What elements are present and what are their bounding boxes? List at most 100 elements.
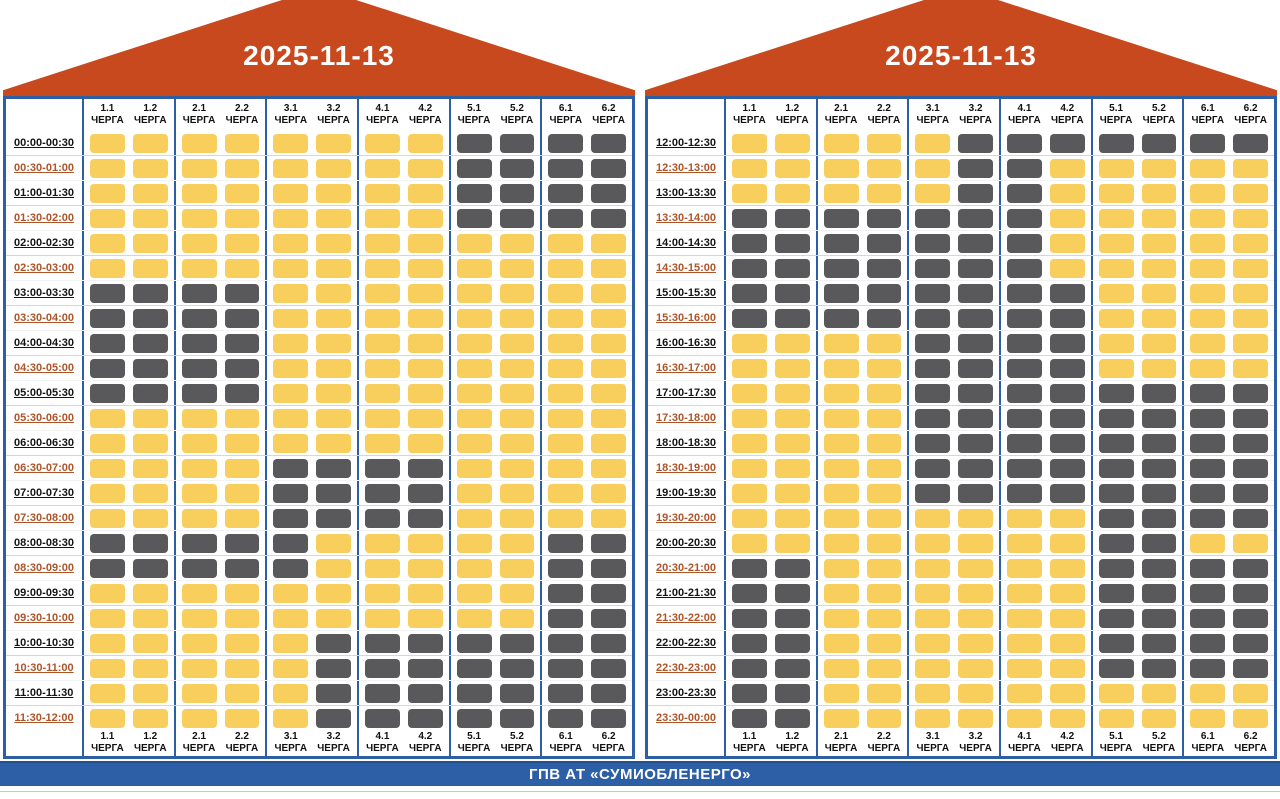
queue-group [999, 606, 1091, 630]
power-on-cell [823, 658, 859, 678]
power-on-cell [181, 233, 217, 253]
outage-cell [915, 308, 951, 328]
outage-cell [316, 683, 352, 703]
time-slot-label: 14:30-15:00 [656, 262, 716, 274]
queue-group-header: 2.1 ЧЕРГА 2.2 ЧЕРГА [173, 730, 266, 756]
outage-cell [1190, 433, 1226, 453]
power-on-cell [866, 483, 902, 503]
power-on-cell [365, 408, 400, 428]
power-on-cell [1190, 533, 1226, 553]
queue-group [907, 156, 999, 180]
queue-number: 2.2 [234, 730, 249, 742]
queue-group [448, 231, 541, 255]
queue-group [907, 431, 999, 455]
outage-cell [1141, 383, 1177, 403]
power-on-cell [224, 258, 260, 278]
time-slot-label: 17:30-18:00 [656, 412, 716, 424]
queue-word: ЧЕРГА [500, 743, 534, 754]
time-slot-label: 07:30-08:00 [14, 512, 74, 524]
queue-group [1182, 181, 1274, 205]
outage-cell [548, 608, 584, 628]
time-slot-label: 22:00-22:30 [656, 637, 716, 649]
queue-group [540, 481, 632, 505]
outage-cell [774, 558, 810, 578]
queue-group [724, 381, 816, 405]
outage-cell [958, 458, 994, 478]
queue-group [999, 431, 1091, 455]
queue-group [1090, 581, 1183, 605]
power-on-cell [548, 408, 584, 428]
queue-group-header: 3.1 ЧЕРГА 3.2 ЧЕРГА [907, 730, 999, 756]
queue-group [540, 181, 632, 205]
time-slot-label: 11:30-12:00 [14, 712, 74, 724]
schedule-row: 03:30-04:00 [6, 305, 632, 330]
queue-group [907, 531, 999, 555]
queue-group-header: 5.1 ЧЕРГА 5.2 ЧЕРГА [448, 730, 541, 756]
queue-header-label: 6.2 ЧЕРГА [1229, 730, 1272, 756]
queue-group [357, 381, 449, 405]
time-slot-label: 05:00-05:30 [14, 387, 74, 399]
queue-group [1182, 556, 1274, 580]
queue-group [1090, 556, 1183, 580]
schedule-row: 02:00-02:30 [6, 230, 632, 255]
queue-group [82, 406, 174, 430]
outage-cell [181, 333, 217, 353]
time-column-spacer [6, 99, 82, 131]
power-on-cell [90, 583, 125, 603]
power-on-cell [181, 633, 217, 653]
queue-group [815, 556, 908, 580]
queue-group [173, 431, 266, 455]
queue-word: ЧЕРГА [1191, 115, 1225, 126]
outage-cell [915, 483, 951, 503]
queue-group [907, 256, 999, 280]
queue-group [1090, 181, 1183, 205]
queue-group [815, 131, 908, 155]
outage-cell [90, 383, 125, 403]
outage-cell [407, 458, 443, 478]
outage-cell [273, 558, 309, 578]
power-on-cell [273, 708, 309, 728]
queue-group [1182, 256, 1274, 280]
power-on-cell [1098, 683, 1134, 703]
power-on-cell [90, 158, 125, 178]
schedule-row: 07:00-07:30 [6, 480, 632, 505]
time-slot-label: 09:30-10:00 [14, 612, 74, 624]
outage-cell [958, 233, 994, 253]
outage-cell [1049, 433, 1085, 453]
power-on-cell [732, 483, 767, 503]
outage-cell [407, 508, 443, 528]
schedule-row: 05:00-05:30 [6, 380, 632, 405]
outage-cell [774, 308, 810, 328]
power-on-cell [732, 458, 767, 478]
time-slot-label: 04:00-04:30 [14, 337, 74, 349]
queue-group [82, 306, 174, 330]
outage-cell [823, 283, 859, 303]
queue-group [82, 606, 174, 630]
outage-cell [591, 658, 627, 678]
outage-cell [732, 683, 767, 703]
outage-cell [591, 558, 627, 578]
power-on-cell [548, 258, 584, 278]
queue-header-label: 1.1 ЧЕРГА [728, 730, 771, 756]
power-on-cell [456, 583, 492, 603]
outage-cell [1233, 383, 1269, 403]
bottom-divider [0, 786, 1280, 792]
outage-cell [732, 608, 767, 628]
outage-cell [915, 358, 951, 378]
outage-cell [1007, 283, 1042, 303]
queue-group [1182, 356, 1274, 380]
power-on-cell [774, 358, 810, 378]
queue-header-label: 2.2 ЧЕРГА [863, 99, 906, 131]
queue-word: ЧЕРГА [182, 743, 216, 754]
footer-bar: ГПВ АТ «СУМИОБЛЕНЕРГО» [0, 761, 1280, 786]
schedule-row: 17:00-17:30 [648, 380, 1274, 405]
outage-cell [774, 583, 810, 603]
queue-header-label: 4.2 ЧЕРГА [1046, 730, 1089, 756]
outage-cell [1098, 508, 1134, 528]
queue-group [357, 331, 449, 355]
power-on-cell [407, 558, 443, 578]
queue-number: 5.2 [510, 730, 524, 742]
outage-cell [1190, 608, 1226, 628]
queue-word: ЧЕРГА [408, 743, 442, 754]
queue-group [1090, 381, 1183, 405]
